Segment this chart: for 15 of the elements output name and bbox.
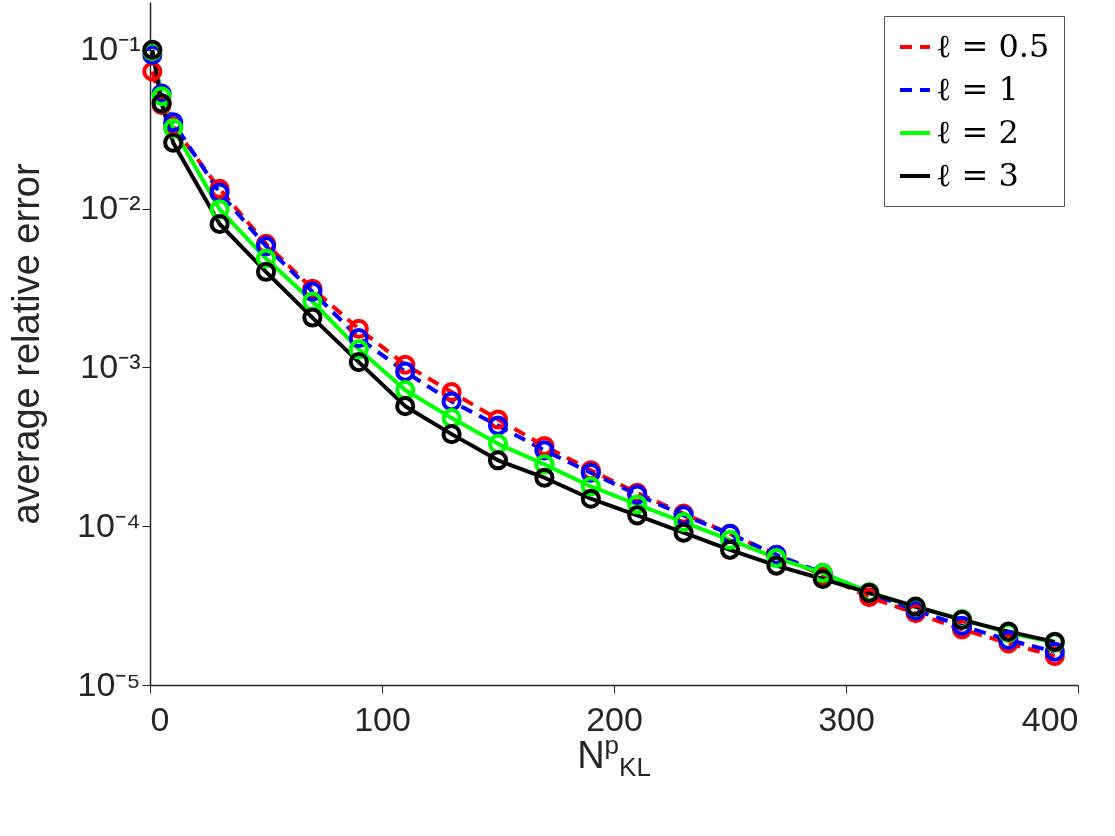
y-tick-label: 10⁻¹ — [80, 29, 141, 68]
legend-label: ℓ = 2 — [936, 113, 1019, 151]
y-tick-label: 10⁻⁴ — [77, 505, 141, 544]
legend-label: ℓ = 3 — [936, 156, 1019, 194]
y-tick-label: 10⁻⁵ — [77, 664, 141, 703]
x-tick-label: 200 — [586, 699, 643, 738]
x-tick-label: 300 — [818, 699, 875, 738]
y-axis-title: average relative error — [5, 163, 48, 525]
y-tick-label: 10⁻² — [80, 188, 141, 227]
y-tick-label: 10⁻³ — [80, 346, 141, 385]
x-tick-label: 0 — [150, 699, 170, 738]
x-tick-label: 400 — [1021, 699, 1079, 738]
legend-label: ℓ = 1 — [936, 70, 1019, 108]
x-tick-label: 100 — [354, 699, 411, 738]
legend-label: ℓ = 0.5 — [936, 27, 1050, 65]
